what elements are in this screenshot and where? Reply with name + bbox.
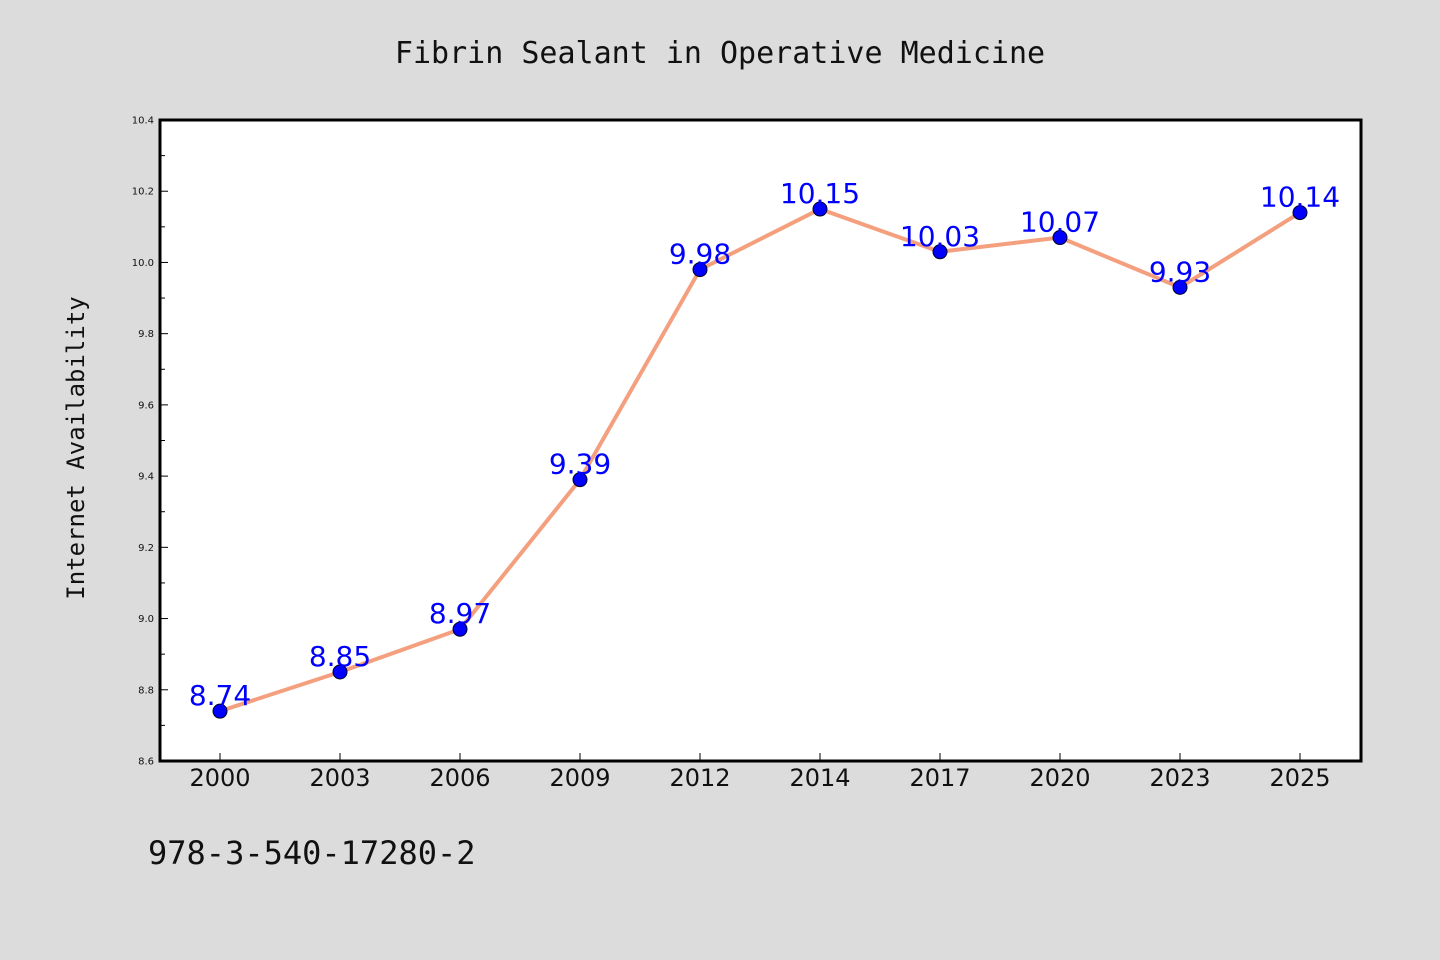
data-label: 10.15: [780, 177, 860, 210]
data-label: 9.98: [669, 238, 731, 271]
data-label: 8.74: [189, 679, 251, 712]
x-tick-label: 2009: [549, 764, 610, 792]
y-tick-label: 8.8: [138, 685, 154, 696]
data-label: 8.97: [429, 597, 491, 630]
data-point-marker: [212, 703, 228, 719]
data-point-marker: [1172, 279, 1188, 295]
x-tick-label: 2012: [669, 764, 730, 792]
plot-area: [160, 120, 1361, 761]
x-tick-label: 2003: [309, 764, 370, 792]
y-tick-label: 10.2: [132, 187, 154, 198]
data-label: 9.39: [549, 448, 611, 481]
series-line: [218, 207, 1302, 714]
y-axis-label: Internet Availability: [62, 296, 90, 599]
data-point-marker: [452, 621, 468, 637]
chart-title: Fibrin Sealant in Operative Medicine: [395, 36, 1045, 71]
data-point-marker: [812, 201, 828, 217]
data-label: 8.85: [309, 640, 371, 673]
x-tick-label: 2017: [909, 764, 970, 792]
data-label: 10.14: [1260, 181, 1340, 214]
x-tick-label: 2023: [1149, 764, 1210, 792]
y-tick-label: 9.2: [138, 543, 154, 554]
y-tick-label: 9.4: [138, 472, 154, 483]
data-point-marker: [572, 472, 588, 488]
y-tick-label: 8.6: [138, 757, 154, 768]
data-point-marker: [1292, 205, 1308, 221]
x-tick-label: 2014: [789, 764, 850, 792]
y-tick-label: 9.0: [138, 614, 154, 625]
y-tick-label: 9.6: [138, 400, 154, 411]
x-tick-label: 2020: [1029, 764, 1090, 792]
x-tick-label: 2000: [189, 764, 250, 792]
x-tick-label: 2006: [429, 764, 490, 792]
y-tick-label: 10.4: [132, 116, 154, 127]
series-group: 8.74 8.85 8.97 9.39 9.98 10.15 10.03 10.07 9.93 1…: [189, 177, 1340, 719]
data-point-marker: [692, 262, 708, 278]
data-point-marker: [1052, 230, 1068, 246]
y-tick-label: 9.8: [138, 329, 154, 340]
footnote-isbn: 978-3-540-17280-2: [148, 834, 476, 872]
x-tick-label: 2025: [1269, 764, 1330, 792]
data-point-marker: [932, 244, 948, 260]
y-tick-label: 10.0: [132, 258, 154, 269]
data-label: 10.03: [900, 220, 980, 253]
data-label: 9.93: [1149, 255, 1211, 288]
data-label: 10.07: [1020, 206, 1100, 239]
data-point-marker: [332, 664, 348, 680]
plot-frame: [158, 118, 1363, 763]
x-axis-ticks: 2000 2003 2006 2009 2012 2014 2017 2020 2023 2025: [189, 753, 1331, 792]
